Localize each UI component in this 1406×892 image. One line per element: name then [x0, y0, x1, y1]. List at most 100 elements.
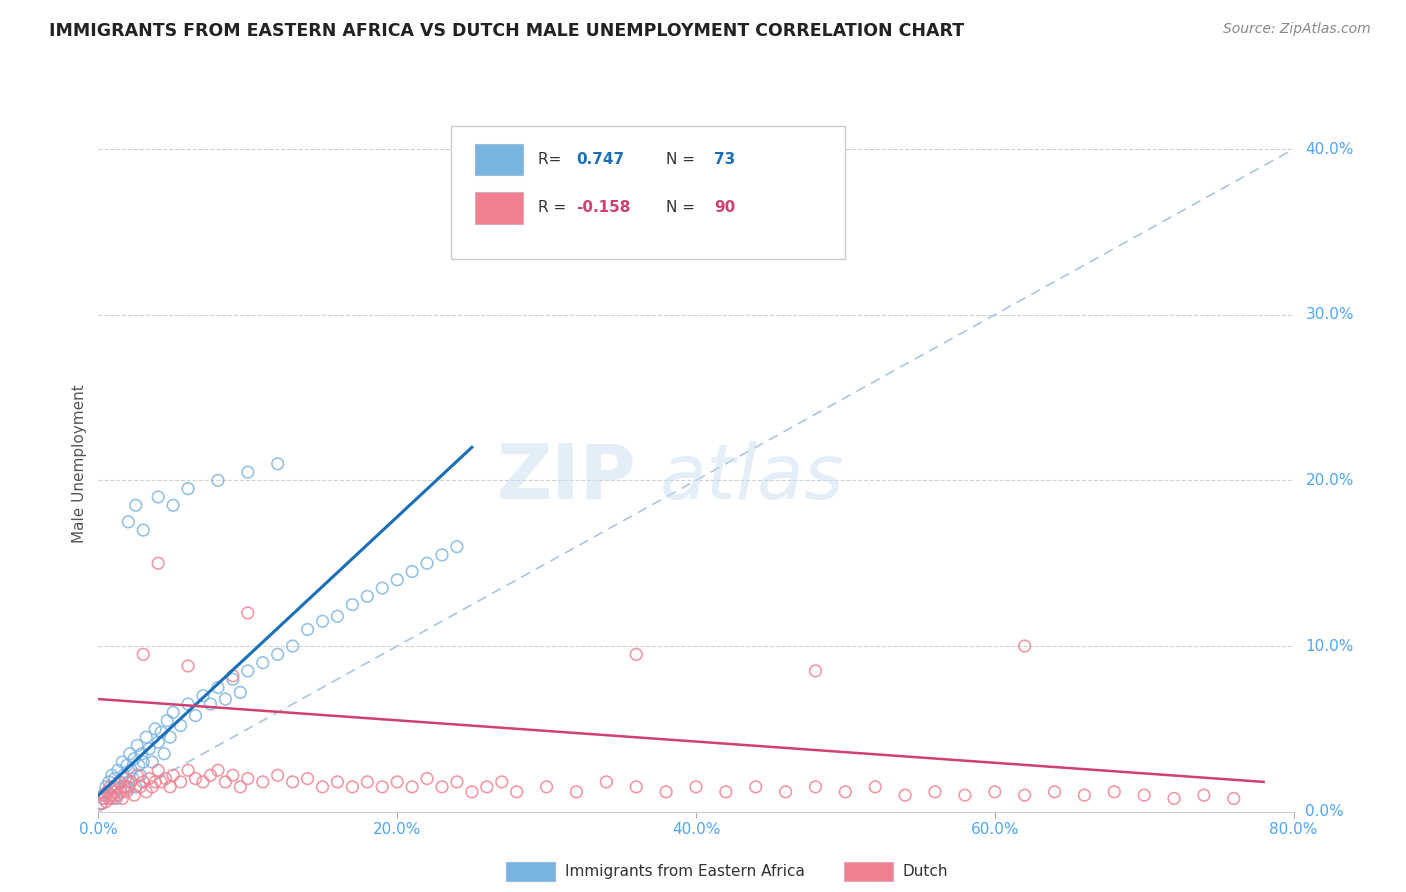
Text: Source: ZipAtlas.com: Source: ZipAtlas.com: [1223, 22, 1371, 37]
Point: [804, 664, 827, 678]
Point: [371, 581, 394, 595]
Point: [461, 785, 484, 799]
Point: [148, 490, 170, 504]
Point: [169, 775, 191, 789]
Point: [132, 755, 155, 769]
Point: [229, 780, 252, 794]
Point: [129, 780, 152, 794]
Point: [107, 788, 129, 802]
Point: [129, 768, 152, 782]
FancyBboxPatch shape: [475, 144, 523, 175]
Point: [401, 565, 423, 579]
Point: [222, 669, 245, 683]
Point: [104, 785, 127, 799]
Point: [117, 515, 139, 529]
Point: [124, 752, 146, 766]
Point: [162, 706, 184, 720]
Point: [103, 791, 125, 805]
Point: [114, 772, 136, 786]
Point: [326, 775, 349, 789]
Point: [446, 775, 468, 789]
Point: [475, 780, 498, 794]
Point: [135, 730, 157, 744]
Point: [91, 788, 114, 802]
Point: [132, 648, 155, 662]
Point: [115, 785, 138, 799]
Point: [127, 739, 149, 753]
Point: [184, 708, 207, 723]
Point: [924, 785, 946, 799]
Point: [105, 780, 128, 794]
Point: [111, 791, 134, 805]
Point: [115, 758, 138, 772]
Point: [236, 664, 259, 678]
Point: [804, 780, 827, 794]
Point: [98, 788, 122, 802]
Point: [177, 482, 200, 496]
Point: [311, 780, 333, 794]
Point: [536, 780, 558, 794]
Point: [117, 780, 139, 794]
Point: [153, 747, 176, 761]
Point: [127, 768, 149, 782]
Point: [155, 772, 177, 786]
Point: [1014, 788, 1036, 802]
Point: [138, 741, 160, 756]
Point: [214, 692, 236, 706]
Point: [685, 780, 707, 794]
Point: [150, 775, 173, 789]
Point: [565, 785, 588, 799]
Point: [342, 780, 364, 794]
Point: [267, 648, 290, 662]
Point: [94, 795, 117, 809]
Point: [1043, 785, 1066, 799]
Point: [117, 775, 139, 789]
FancyBboxPatch shape: [475, 193, 523, 224]
Point: [107, 764, 129, 778]
Point: [141, 755, 163, 769]
Point: [110, 785, 132, 799]
Point: [446, 540, 468, 554]
Point: [114, 780, 136, 794]
Point: [96, 785, 118, 799]
Text: -0.158: -0.158: [576, 201, 631, 215]
Point: [105, 791, 128, 805]
Point: [97, 775, 120, 789]
Point: [159, 730, 181, 744]
Point: [1163, 791, 1185, 805]
Point: [953, 788, 976, 802]
Point: [97, 791, 120, 805]
Point: [200, 768, 222, 782]
Point: [207, 764, 229, 778]
Point: [91, 791, 114, 805]
Point: [297, 772, 319, 786]
Point: [236, 772, 259, 786]
Point: [191, 689, 214, 703]
Point: [96, 785, 118, 799]
Point: [110, 785, 132, 799]
Point: [132, 523, 155, 537]
Point: [430, 780, 453, 794]
Point: [124, 788, 146, 802]
Point: [143, 775, 166, 789]
Text: 30.0%: 30.0%: [1305, 307, 1354, 322]
Point: [624, 648, 647, 662]
Point: [177, 764, 200, 778]
Point: [94, 780, 117, 794]
Point: [120, 764, 142, 778]
FancyBboxPatch shape: [451, 127, 845, 259]
Point: [416, 772, 439, 786]
Text: R=: R=: [538, 152, 567, 167]
Point: [121, 772, 143, 786]
Point: [143, 722, 166, 736]
Point: [207, 681, 229, 695]
Point: [491, 775, 513, 789]
Point: [169, 718, 191, 732]
Point: [222, 672, 245, 686]
Point: [148, 764, 170, 778]
Point: [93, 791, 115, 805]
Point: [101, 768, 124, 782]
Text: Immigrants from Eastern Africa: Immigrants from Eastern Africa: [565, 864, 806, 879]
Point: [236, 465, 259, 479]
Point: [1104, 785, 1126, 799]
